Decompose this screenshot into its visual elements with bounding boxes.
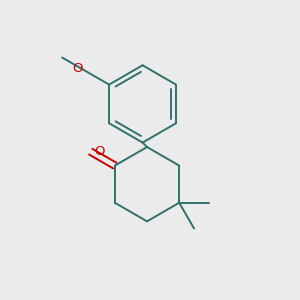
Text: O: O — [94, 145, 105, 158]
Text: O: O — [72, 62, 82, 75]
